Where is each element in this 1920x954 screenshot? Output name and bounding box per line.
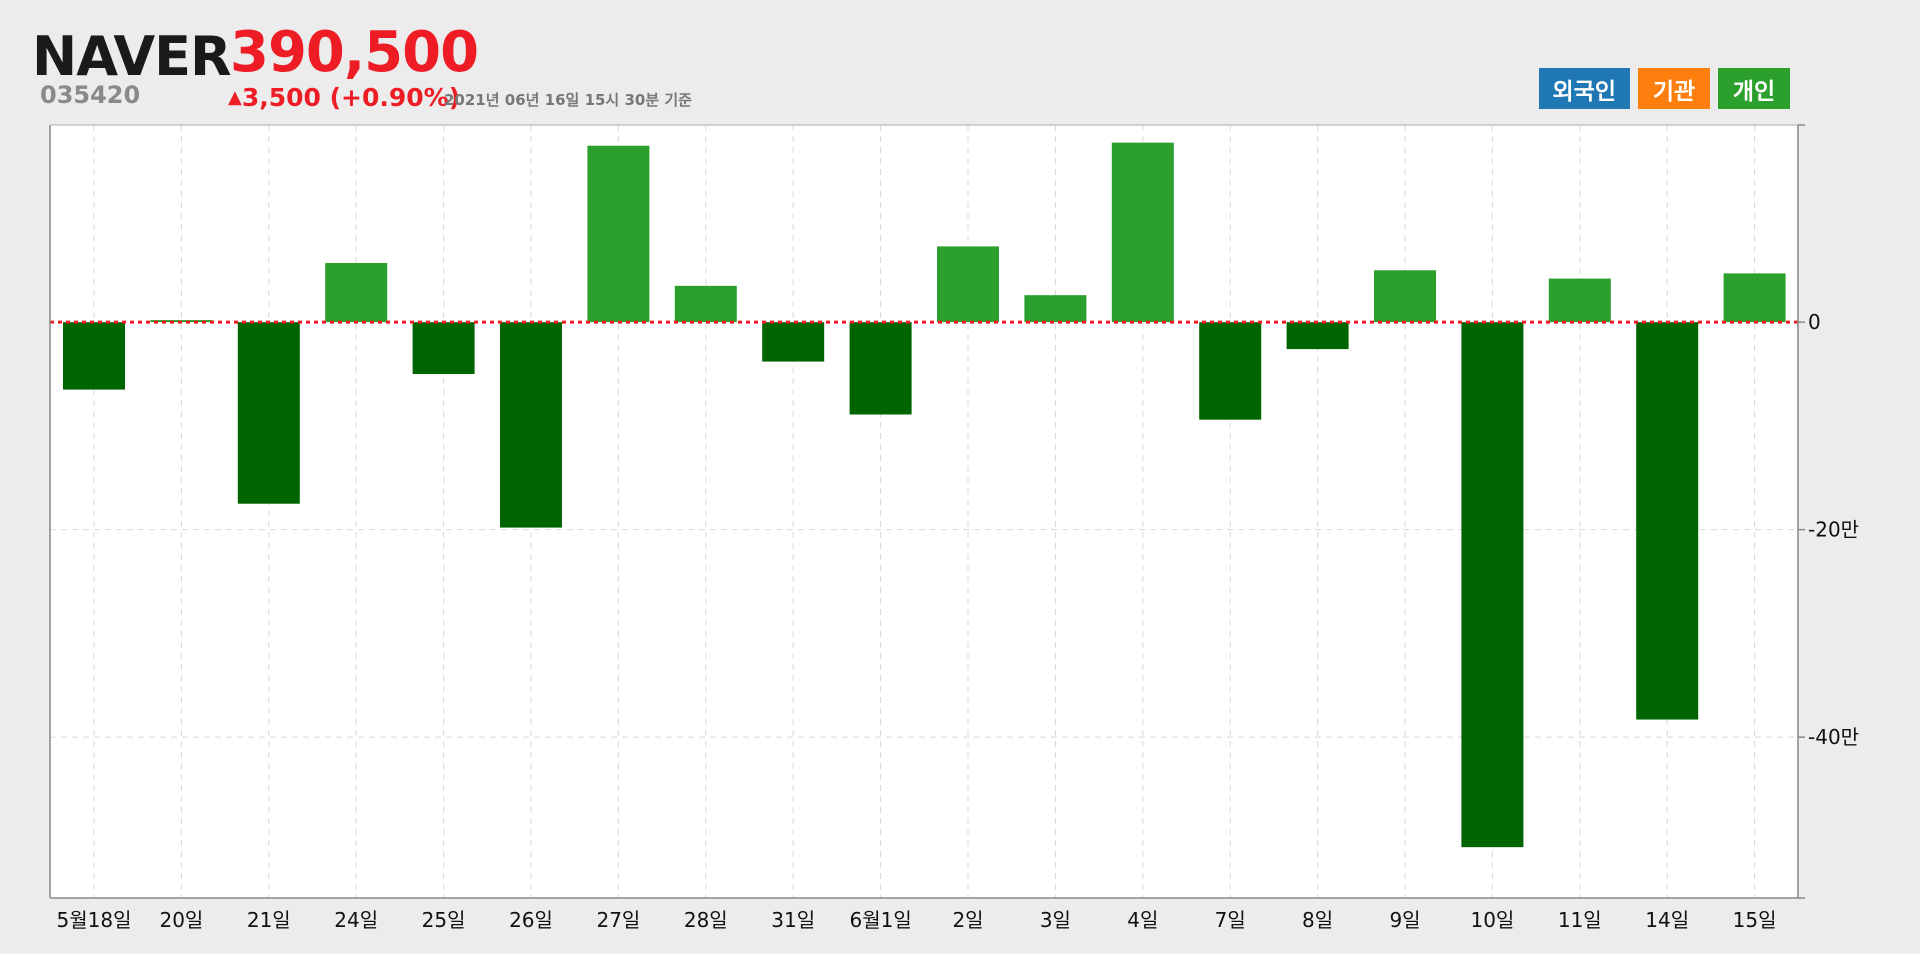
y-tick-label: -20만: [1808, 518, 1859, 542]
bar: [1636, 322, 1699, 720]
y-tick-label: -40만: [1808, 725, 1859, 749]
bar: [1723, 273, 1786, 323]
stock-price: 390,500: [230, 20, 479, 85]
bar: [674, 285, 737, 323]
x-tick-label: 10일: [1470, 908, 1514, 932]
legend-individual-button[interactable]: 개인: [1718, 68, 1790, 109]
x-tick-label: 11일: [1558, 908, 1602, 932]
x-tick-label: 26일: [509, 908, 553, 932]
x-tick-label: 3일: [1040, 908, 1071, 932]
bar: [1111, 142, 1174, 323]
x-tick-label: 8일: [1302, 908, 1333, 932]
x-tick-label: 2일: [952, 908, 983, 932]
bar: [63, 322, 125, 390]
x-tick-label: 21일: [247, 908, 291, 932]
x-tick-label: 14일: [1645, 908, 1689, 932]
plot-background: [50, 125, 1798, 898]
price-change: ▲3,500 (+0.90%): [228, 82, 460, 114]
bar: [762, 322, 825, 362]
x-tick-label: 6월1일: [849, 908, 911, 932]
x-tick-label: 9일: [1389, 908, 1420, 932]
price-change-value: 3,500 (+0.90%): [241, 83, 461, 112]
bar: [1548, 278, 1611, 323]
y-tick-label: 0: [1808, 310, 1821, 334]
as-of-timestamp: 2021년 06년 16일 15시 30분 기준: [444, 91, 692, 109]
bar: [1024, 295, 1087, 323]
x-tick-label: 24일: [334, 908, 378, 932]
x-tick-label: 31일: [771, 908, 815, 932]
bar: [587, 145, 650, 323]
bar: [937, 246, 999, 323]
legend-foreign-button[interactable]: 외국인: [1538, 68, 1630, 109]
x-tick-label: 20일: [159, 908, 203, 932]
up-arrow-icon: ▲: [228, 87, 242, 108]
bar: [849, 322, 912, 415]
bar: [237, 322, 300, 504]
stock-name: NAVER: [32, 25, 232, 88]
investor-legend: 외국인 기관 개인: [1538, 68, 1790, 109]
x-tick-label: 5월18일: [57, 908, 132, 932]
bar: [325, 262, 388, 323]
bar: [1286, 322, 1349, 350]
bar: [1199, 322, 1262, 420]
x-tick-label: 15일: [1733, 908, 1777, 932]
bar: [412, 322, 475, 375]
x-tick-label: 7일: [1215, 908, 1246, 932]
x-tick-label: 25일: [422, 908, 466, 932]
bar: [500, 322, 562, 528]
stock-header: NAVER 035420 390,500 ▲3,500 (+0.90%) 202…: [0, 0, 1920, 125]
x-tick-label: 27일: [596, 908, 640, 932]
x-tick-label: 4일: [1127, 908, 1158, 932]
x-tick-label: 28일: [684, 908, 728, 932]
bar: [1374, 270, 1436, 323]
legend-institution-button[interactable]: 기관: [1638, 68, 1710, 109]
stock-code: 035420: [40, 81, 141, 109]
bar: [1461, 322, 1524, 848]
